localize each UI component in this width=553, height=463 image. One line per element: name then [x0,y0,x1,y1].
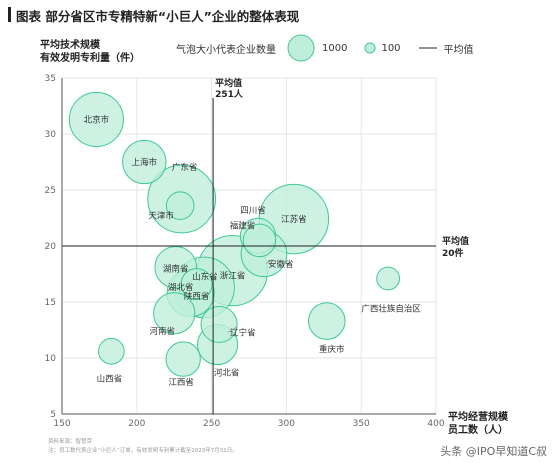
bubble-label-2: 广东省 [172,162,198,173]
y-tick-label-10: 10 [45,354,57,364]
bubble-label-8: 浙江省 [220,271,246,282]
bubble-label-17: 河北省 [214,368,240,379]
bubble-label-0: 北京市 [84,114,110,125]
x-tick-label-400: 400 [427,419,444,429]
source-note: 资料来源：智慧芽 [48,439,93,445]
bubble-label-4: 四川省 [240,205,266,216]
chart-legend: 气泡大小代表企业数量 1000 100 平均值 [176,34,474,62]
legend-small-label: 100 [381,42,401,54]
bubble-label-18: 江西省 [168,377,194,388]
y-axis-label-line1: 平均技术规模 [40,40,100,51]
bubble-0 [68,91,124,148]
bubble-label-9: 山东省 [192,271,218,282]
x-axis-label-line2: 员工数（人） [448,425,508,436]
bubble-3 [165,191,195,220]
bubble-label-13: 河南省 [149,326,175,337]
average-x-label-line1: 平均值 [215,77,242,89]
watermark: 头条 @IPO早知道C叔 [440,445,547,458]
footnote: 注：员工数代表企业“小巨人”订单，有效发明专利累计截至2023年7月31日。 [48,448,238,454]
bubble-1 [122,139,167,185]
bubble-19 [98,337,125,365]
x-tick-label-300: 300 [278,419,295,429]
bubble-label-3: 天津市 [148,211,174,222]
bubble-label-19: 山西省 [97,373,123,384]
legend-big-label: 1000 [322,42,348,54]
legend-caption: 气泡大小代表企业数量 [176,44,276,56]
title-accent-bar [8,7,11,22]
y-tick-label-15: 15 [45,298,56,308]
bubble-label-14: 辽宁省 [230,327,256,338]
bubble-label-15: 重庆市 [319,344,345,355]
leader-line-14 [227,326,238,333]
bubble-16 [376,266,401,291]
bubble-label-10: 湖南省 [163,263,189,274]
y-tick-label-25: 25 [45,186,56,196]
bubble-5 [242,223,277,258]
y-axis-label-line2: 有效发明专利量（件） [40,53,140,64]
average-x-label-line2: 251人 [215,88,244,100]
y-tick-label-30: 30 [45,130,57,140]
x-tick-label-150: 150 [53,419,70,429]
bubble-15 [308,302,346,340]
average-y-label-line2: 20件 [442,247,464,259]
bubble-label-7: 安徽省 [268,259,294,270]
bubble-18 [165,341,201,377]
bubble-label-12: 陕西省 [184,291,210,302]
x-tick-label-350: 350 [353,419,370,429]
y-tick-label-20: 20 [45,242,57,252]
bubble-label-5: 福建省 [230,220,256,231]
bubble-13 [153,292,196,335]
x-tick-label-250: 250 [203,419,220,429]
average-y-label-line1: 平均值 [442,235,469,247]
x-tick-label-200: 200 [128,419,145,429]
legend-big-bubble-icon [287,34,315,62]
legend-average-line-icon [418,47,437,49]
x-axis-label-line1: 平均经营规模 [448,412,508,423]
y-tick-label-5: 5 [50,410,56,420]
leader-line-7 [265,259,271,265]
bubble-label-6: 江苏省 [281,214,307,225]
bubble-label-11: 湖北省 [168,282,194,293]
legend-line-label: 平均值 [443,44,474,56]
bubble-label-16: 广西壮族自治区 [361,303,421,314]
chart-title: 图表 部分省区市专精特新“小巨人”企业的整体表现 [16,9,300,24]
y-tick-label-35: 35 [45,74,56,84]
legend-small-bubble-icon [364,42,376,54]
bubble-14 [200,305,238,343]
bubble-label-1: 上海市 [132,157,158,168]
bubble-12 [180,268,213,301]
